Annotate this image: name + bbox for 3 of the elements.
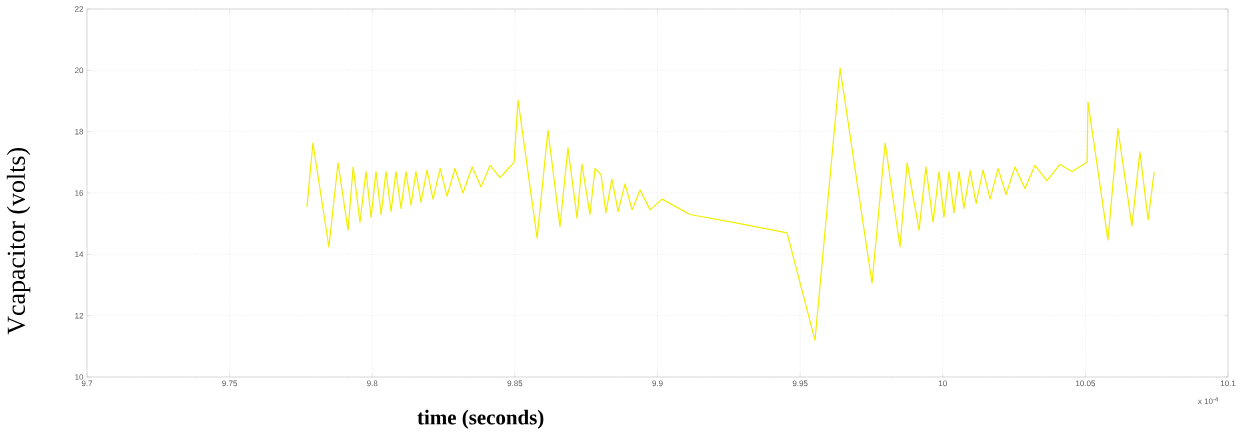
line-series <box>306 67 1155 341</box>
x-axis-title: time (seconds) <box>417 409 544 429</box>
y-axis-title: Vcapacitor (volts) <box>6 148 31 335</box>
